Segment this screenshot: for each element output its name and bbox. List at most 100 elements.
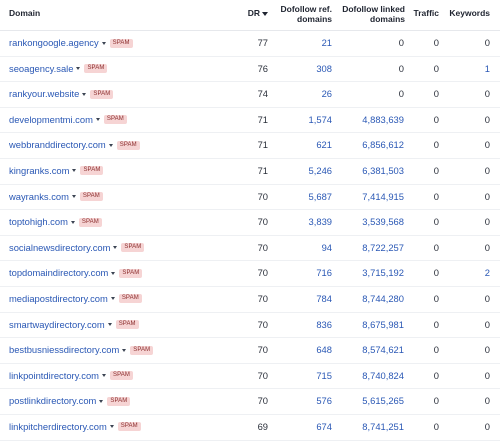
table-row: toptohigh.com SPAM 70 3,839 3,539,568 0 0 <box>0 210 500 236</box>
spam-badge: SPAM <box>80 166 104 176</box>
keywords-value: 0 <box>484 420 490 432</box>
dofollow-ref-domains-link[interactable]: 715 <box>316 369 332 381</box>
dofollow-linked-domains-value[interactable]: 7,414,915 <box>362 190 404 202</box>
dropdown-caret-icon[interactable] <box>76 67 81 71</box>
domain-link[interactable]: rankongoogle.agency <box>9 37 99 48</box>
domain-link[interactable]: topdomaindirectory.com <box>9 267 109 279</box>
column-header-dr[interactable]: DR <box>248 8 268 18</box>
domain-link[interactable]: bestbusniessdirectory.com <box>9 344 120 356</box>
dofollow-ref-domains-link[interactable]: 3,839 <box>308 216 332 228</box>
dropdown-caret-icon[interactable] <box>111 271 116 275</box>
dofollow-linked-domains-value[interactable]: 6,381,503 <box>362 164 404 176</box>
spam-badge: SPAM <box>117 422 141 432</box>
dofollow-linked-domains-value[interactable]: 8,741,251 <box>362 420 404 432</box>
dofollow-ref-domains-link[interactable]: 1,574 <box>308 113 332 125</box>
table-header: Domain DR Dofollow ref. domains Dofollow… <box>0 0 500 31</box>
traffic-value: 0 <box>433 420 439 432</box>
spam-badge: SPAM <box>130 345 154 355</box>
domain-link[interactable]: socialnewsdirectory.com <box>9 241 111 253</box>
dropdown-caret-icon[interactable] <box>101 41 106 45</box>
traffic-value: 0 <box>433 37 439 48</box>
dofollow-ref-domains-link[interactable]: 5,246 <box>308 164 332 176</box>
domain-link[interactable]: wayranks.com <box>9 190 69 202</box>
dropdown-caret-icon[interactable] <box>82 92 87 96</box>
domain-link[interactable]: seoagency.sale <box>9 62 74 74</box>
dofollow-ref-domains-link[interactable]: 784 <box>316 292 332 304</box>
dr-value: 70 <box>257 292 268 304</box>
dofollow-linked-domains-value[interactable]: 8,574,621 <box>362 344 404 356</box>
table-row: rankongoogle.agency SPAM 77 21 0 0 0 <box>0 31 500 57</box>
table-row: kingranks.com SPAM 71 5,246 6,381,503 0 0 <box>0 159 500 185</box>
dropdown-caret-icon[interactable] <box>110 297 115 301</box>
dofollow-linked-domains-value[interactable]: 8,744,280 <box>362 292 404 304</box>
dofollow-linked-domains-value[interactable]: 8,740,824 <box>362 369 404 381</box>
dr-value: 70 <box>257 395 268 407</box>
dropdown-caret-icon[interactable] <box>70 220 75 224</box>
keywords-value: 0 <box>484 241 490 253</box>
domain-cell: bestbusniessdirectory.com SPAM <box>9 338 154 362</box>
keywords-value: 0 <box>484 369 490 381</box>
dofollow-ref-domains-link[interactable]: 648 <box>316 344 332 356</box>
keywords-value[interactable]: 1 <box>484 62 490 74</box>
table-body: rankongoogle.agency SPAM 77 21 0 0 0 seoagency.… <box>0 31 500 441</box>
domain-link[interactable]: developmentmi.com <box>9 113 93 125</box>
domain-link[interactable]: mediapostdirectory.com <box>9 292 108 304</box>
dropdown-caret-icon[interactable] <box>95 118 100 122</box>
dofollow-ref-domains-link[interactable]: 621 <box>316 139 332 151</box>
traffic-value: 0 <box>433 369 439 381</box>
domain-link[interactable]: linkpitcherdirectory.com <box>9 420 107 432</box>
dofollow-ref-domains-link[interactable]: 5,687 <box>308 190 332 202</box>
dr-value: 70 <box>257 190 268 202</box>
column-header-traffic[interactable]: Traffic <box>413 8 439 18</box>
column-header-domain[interactable]: Domain <box>9 8 41 18</box>
traffic-value: 0 <box>433 318 439 330</box>
keywords-value[interactable]: 2 <box>484 267 490 279</box>
keywords-value: 0 <box>484 344 490 356</box>
dofollow-ref-domains-link[interactable]: 308 <box>316 62 332 74</box>
dofollow-ref-domains-link[interactable]: 716 <box>316 267 332 279</box>
dofollow-ref-domains-link[interactable]: 576 <box>316 395 332 407</box>
dropdown-caret-icon[interactable] <box>71 195 76 199</box>
dofollow-linked-domains-value[interactable]: 5,615,265 <box>362 395 404 407</box>
dofollow-linked-domains-value[interactable]: 3,539,568 <box>362 216 404 228</box>
dofollow-ref-domains-link[interactable]: 674 <box>316 420 332 432</box>
dropdown-caret-icon[interactable] <box>99 399 104 403</box>
domain-link[interactable]: smartwaydirectory.com <box>9 318 105 330</box>
domain-link[interactable]: postlinkdirectory.com <box>9 395 97 407</box>
domain-link[interactable]: rankyour.website <box>9 88 80 100</box>
dofollow-ref-domains-link[interactable]: 94 <box>321 241 332 253</box>
dropdown-caret-icon[interactable] <box>122 348 127 352</box>
table-row: developmentmi.com SPAM 71 1,574 4,883,639 0 0 <box>0 108 500 134</box>
dr-value: 70 <box>257 318 268 330</box>
dropdown-caret-icon[interactable] <box>101 374 106 378</box>
dropdown-caret-icon[interactable] <box>108 143 113 147</box>
dofollow-ref-domains-link[interactable]: 836 <box>316 318 332 330</box>
sort-desc-icon <box>262 11 268 16</box>
column-header-dofollow-linked-domains[interactable]: Dofollow linked domains <box>342 4 405 24</box>
dropdown-caret-icon[interactable] <box>107 323 112 327</box>
dofollow-linked-domains-value[interactable]: 6,856,612 <box>362 139 404 151</box>
domain-link[interactable]: linkpointdirectory.com <box>9 369 99 381</box>
column-header-keywords[interactable]: Keywords <box>449 8 490 18</box>
dofollow-ref-domains-link[interactable]: 21 <box>321 37 332 48</box>
dofollow-linked-domains-value[interactable]: 4,883,639 <box>362 113 404 125</box>
dofollow-linked-domains-value[interactable]: 8,675,981 <box>362 318 404 330</box>
table-row: postlinkdirectory.com SPAM 70 576 5,615,265 0… <box>0 389 500 415</box>
dr-value: 70 <box>257 267 268 279</box>
table-row: wayranks.com SPAM 70 5,687 7,414,915 0 0 <box>0 185 500 211</box>
domain-link[interactable]: toptohigh.com <box>9 216 68 228</box>
dropdown-caret-icon[interactable] <box>72 169 77 173</box>
traffic-value: 0 <box>433 88 439 100</box>
domain-link[interactable]: kingranks.com <box>9 164 70 176</box>
dofollow-linked-domains-value[interactable]: 8,722,257 <box>362 241 404 253</box>
dofollow-linked-domains-value[interactable]: 3,715,192 <box>362 267 404 279</box>
dofollow-ref-domains-link[interactable]: 26 <box>321 88 332 100</box>
spam-badge: SPAM <box>119 268 143 278</box>
domain-link[interactable]: webbranddirectory.com <box>9 139 106 151</box>
domain-cell: kingranks.com SPAM <box>9 159 104 183</box>
column-header-dofollow-ref-domains[interactable]: Dofollow ref. domains <box>280 4 332 24</box>
dropdown-caret-icon[interactable] <box>109 425 114 429</box>
spam-badge: SPAM <box>78 217 102 227</box>
dropdown-caret-icon[interactable] <box>113 246 118 250</box>
